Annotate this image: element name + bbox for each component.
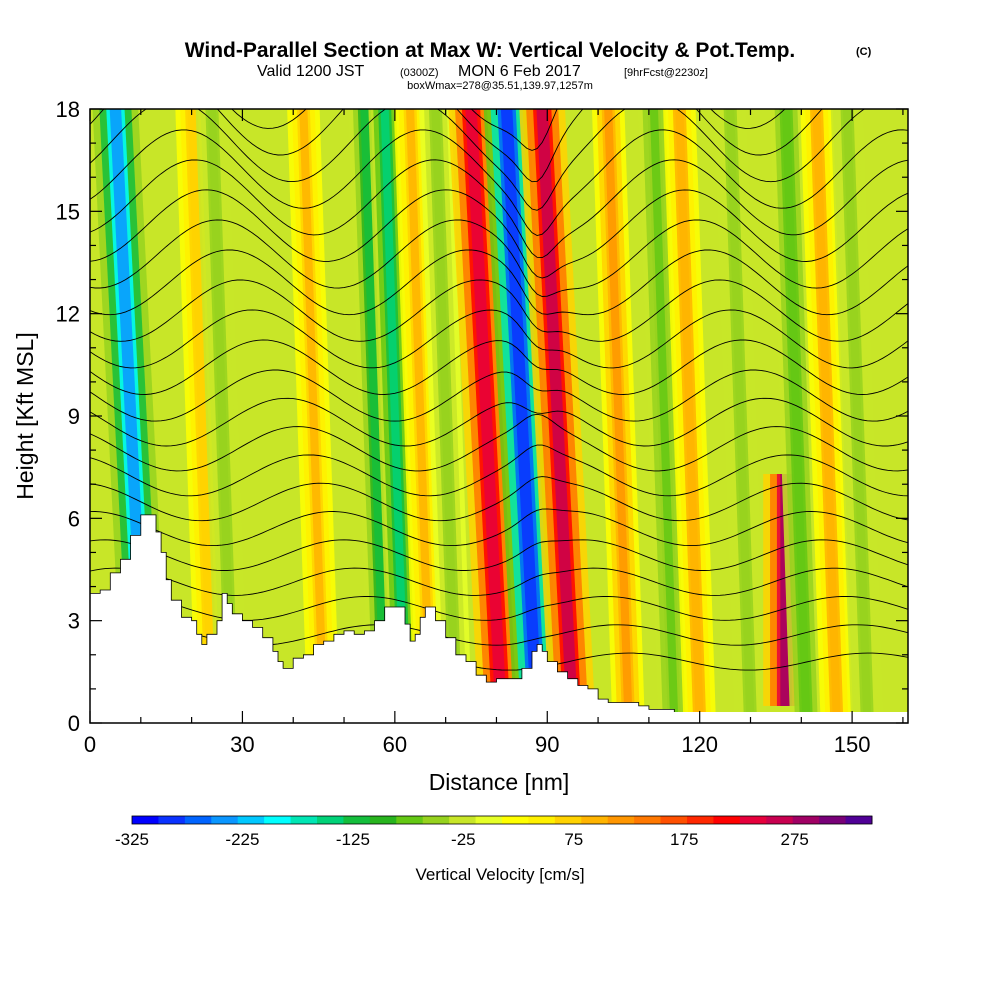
colorbar-tick-labels: -325 -225 -125 -25 75 175 275 xyxy=(115,830,809,849)
colorbar-swatch xyxy=(713,816,741,824)
colorbar-swatch xyxy=(660,816,688,824)
x-tick-label: 30 xyxy=(230,732,254,757)
colorbar-swatch xyxy=(766,816,794,824)
y-tick-label: 9 xyxy=(68,404,80,429)
y-axis-label: Height [Kft MSL] xyxy=(12,332,38,499)
colorbar-swatch xyxy=(502,816,529,824)
colorbar-swatch xyxy=(369,816,397,824)
terrain xyxy=(90,514,908,723)
colorbar-tick-label: -125 xyxy=(336,830,370,849)
velocity-band xyxy=(360,109,389,723)
isentrope-line xyxy=(90,369,908,422)
ground-mask xyxy=(90,712,908,723)
velocity-band xyxy=(842,109,872,723)
colorbar-swatch xyxy=(237,816,265,824)
colorbar-swatch xyxy=(739,816,767,824)
isentrope-line xyxy=(90,413,908,472)
isentrope-line xyxy=(90,476,908,522)
y-tick-label: 0 xyxy=(68,711,80,736)
isentrope-line xyxy=(90,339,908,395)
colorbar-swatch xyxy=(132,816,159,824)
y-tick-label: 15 xyxy=(56,199,80,224)
y-tick-label: 18 xyxy=(56,97,80,122)
velocity-band xyxy=(207,109,237,723)
valid-date: MON 6 Feb 2017 xyxy=(458,63,581,80)
velocity-band xyxy=(675,109,704,723)
colorbar-swatch xyxy=(581,816,609,824)
isentrope-line xyxy=(90,539,908,571)
y-tick-label: 3 xyxy=(68,609,80,634)
colorbar-swatch xyxy=(528,816,556,824)
colorbar xyxy=(131,815,873,825)
isentrope-line xyxy=(90,159,908,259)
colorbar-swatch xyxy=(819,816,847,824)
valid-prefix: Valid 1200 JST xyxy=(257,63,365,80)
valid-line: Valid 1200 JST (0300Z) MON 6 Feb 2017 [9… xyxy=(257,63,708,80)
velocity-band xyxy=(500,109,543,723)
colorbar-swatch xyxy=(290,816,318,824)
valid-utc: (0300Z) xyxy=(400,67,439,79)
colorbar-tick-label: -225 xyxy=(225,830,259,849)
velocity-band xyxy=(781,109,811,723)
y-tick-label: 12 xyxy=(56,302,80,327)
isentrope-line xyxy=(231,109,786,151)
x-tick-label: 0 xyxy=(84,732,96,757)
isentrope-line xyxy=(90,444,908,497)
velocity-band xyxy=(604,109,633,723)
x-tick-label: 120 xyxy=(681,732,718,757)
axis-ticks xyxy=(89,108,908,724)
velocity-band xyxy=(465,109,508,723)
isentrope-line xyxy=(90,508,908,547)
colorbar-swatch xyxy=(449,816,477,824)
colorbar-label: Vertical Velocity [cm/s] xyxy=(415,865,584,884)
colorbar-swatch xyxy=(687,816,714,824)
colorbar-swatch xyxy=(554,816,582,824)
velocity-band xyxy=(299,109,328,723)
colorbar-swatch xyxy=(184,816,212,824)
isentrope-line xyxy=(90,109,866,211)
isentropes xyxy=(90,109,908,671)
velocity-band xyxy=(536,109,579,723)
colorbar-swatch xyxy=(264,816,292,824)
chart-title: Wind-Parallel Section at Max W: Vertical… xyxy=(185,39,796,62)
colorbar-swatch xyxy=(792,816,820,824)
colorbar-tick-label: 175 xyxy=(670,830,698,849)
isentrope-line xyxy=(90,309,908,369)
isentrope-line xyxy=(90,279,908,342)
colorbar-swatch xyxy=(845,816,873,824)
colorbar-swatch xyxy=(422,816,450,824)
colorbar-tick-label: -325 xyxy=(115,830,149,849)
isentrope-line xyxy=(90,109,823,183)
x-axis-label: Distance [nm] xyxy=(429,769,570,795)
colorbar-tick-label: 75 xyxy=(564,830,583,849)
x-tick-label: 60 xyxy=(383,732,407,757)
colorbar-tick-label: -25 xyxy=(451,830,476,849)
copyright-mark: (C) xyxy=(856,46,872,58)
forecast-info: [9hrFcst@2230z] xyxy=(624,67,708,79)
isentrope-line xyxy=(90,129,908,236)
isentrope-line xyxy=(90,189,908,279)
colorbar-swatch xyxy=(607,816,635,824)
colorbar-swatch xyxy=(158,816,186,824)
colorbar-swatch xyxy=(317,816,344,824)
velocity-band xyxy=(649,109,679,723)
boxwmax-info: boxWmax=278@35.51,139.97,1257m xyxy=(407,80,593,92)
isentrope-line xyxy=(90,219,908,297)
plot-area xyxy=(90,109,908,723)
x-tick-label: 150 xyxy=(834,732,871,757)
axis-tick-labels: 0 30 60 90 120 150 0 3 6 9 12 15 18 xyxy=(56,97,871,757)
colorbar-swatch xyxy=(396,816,424,824)
isentrope-line xyxy=(90,397,908,447)
colorbar-swatch xyxy=(343,816,371,824)
y-tick-label: 6 xyxy=(68,506,80,531)
colorbar-tick-label: 275 xyxy=(780,830,808,849)
colorbar-swatch xyxy=(475,816,503,824)
colorbar-swatch xyxy=(211,816,239,824)
isentrope-line xyxy=(90,249,908,316)
x-tick-label: 90 xyxy=(535,732,559,757)
velocity-band xyxy=(726,109,755,723)
velocity-band xyxy=(812,109,841,723)
colorbar-swatch xyxy=(634,816,662,824)
